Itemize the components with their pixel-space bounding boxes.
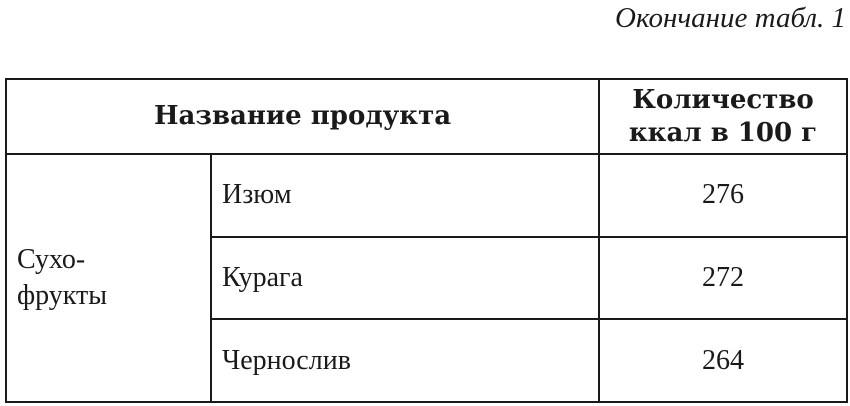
header-kcal-line1: Количество bbox=[632, 84, 814, 115]
product-name: Курага bbox=[210, 235, 600, 321]
kcal-value: 264 bbox=[598, 318, 848, 403]
table-row: Чернослив 264 bbox=[6, 318, 848, 403]
header-row: Название продукта Количество ккал в 100 … bbox=[5, 78, 848, 155]
calorie-table: Название продукта Количество ккал в 100 … bbox=[5, 78, 848, 403]
product-name: Чернослив bbox=[210, 318, 600, 403]
kcal-value: 276 bbox=[598, 153, 848, 238]
group-line1: Сухо- bbox=[17, 244, 86, 275]
table-caption: Окончание табл. 1 bbox=[615, 2, 846, 34]
kcal-value: 272 bbox=[598, 235, 848, 321]
header-product-name: Название продукта bbox=[5, 78, 600, 155]
group-cell: Сухо- фрукты bbox=[5, 153, 212, 403]
product-name: Изюм bbox=[210, 153, 600, 238]
group-line2: фрукты bbox=[17, 280, 108, 311]
table-row: Сухо- фрукты Изюм 276 bbox=[5, 153, 848, 403]
header-kcal: Количество ккал в 100 г bbox=[598, 78, 848, 155]
header-kcal-line2: ккал в 100 г bbox=[628, 117, 818, 148]
table-row: Курага 272 bbox=[6, 235, 848, 321]
